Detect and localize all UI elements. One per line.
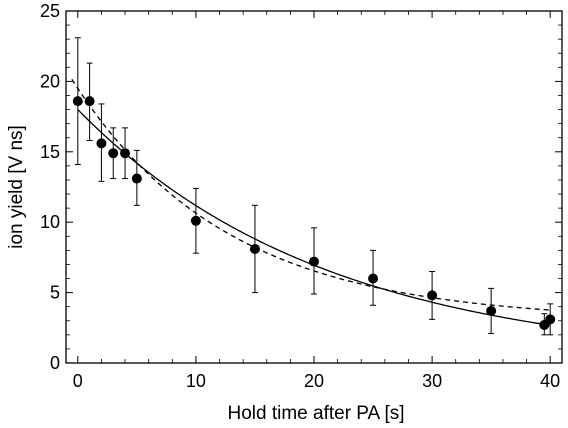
data-point — [190, 215, 201, 226]
y-tick-label: 15 — [40, 142, 60, 162]
x-tick-label: 10 — [186, 371, 206, 391]
data-point — [545, 314, 556, 325]
data-point — [120, 148, 131, 159]
y-axis-label: ion yield [V ns] — [6, 125, 27, 249]
y-tick-label: 10 — [40, 212, 60, 232]
y-tick-labels: 0 5 10 15 20 25 — [40, 1, 60, 373]
y-tick-label: 25 — [40, 1, 60, 21]
data-point — [368, 273, 379, 284]
x-tick-label: 0 — [73, 371, 83, 391]
axis-ticks — [66, 10, 562, 364]
data-point — [249, 243, 260, 254]
x-axis-label: Hold time after PA [s] — [227, 403, 404, 424]
y-tick-label: 20 — [40, 71, 60, 91]
data-point — [309, 256, 319, 267]
x-tick-label: 30 — [422, 371, 442, 391]
data-point — [84, 96, 95, 107]
data-point — [96, 138, 107, 149]
y-tick-label: 5 — [50, 283, 60, 303]
data-points — [72, 96, 556, 330]
data-point — [72, 96, 83, 107]
y-tick-label: 0 — [50, 353, 60, 373]
x-tick-labels: 0 10 20 30 40 — [73, 371, 560, 391]
data-point — [108, 148, 119, 159]
fit-curve-dashed — [71, 78, 551, 311]
plot-area — [65, 10, 563, 364]
x-tick-label: 40 — [540, 371, 560, 391]
data-point — [486, 305, 497, 316]
x-tick-label: 20 — [304, 371, 324, 391]
fit-curves — [71, 78, 551, 326]
error-bars — [74, 37, 554, 336]
data-point — [427, 290, 438, 301]
data-point — [131, 173, 142, 184]
